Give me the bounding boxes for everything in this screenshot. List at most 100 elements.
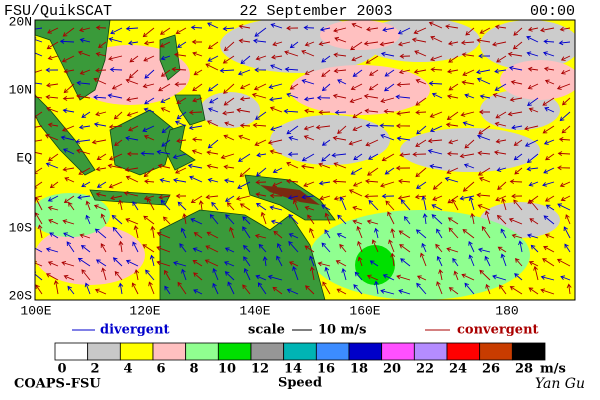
wind-arrow [303, 125, 315, 131]
wind-arrow [380, 97, 395, 104]
wind-arrow [431, 92, 443, 99]
wind-arrow [124, 167, 139, 172]
wind-arrow [436, 228, 443, 239]
wind-arrow [35, 181, 43, 189]
wind-arrow [292, 266, 299, 281]
wind-arrow [380, 51, 395, 57]
wind-arrow [272, 167, 283, 174]
wind-arrow [395, 123, 411, 129]
wind-arrow [177, 201, 187, 211]
wind-arrow [462, 181, 475, 192]
wind-arrow [352, 111, 363, 119]
wind-arrow [366, 219, 379, 225]
wind-arrow [381, 153, 395, 162]
wind-arrow [132, 241, 139, 253]
wind-arrow [429, 111, 443, 118]
wind-arrow [205, 194, 219, 200]
colorbar-swatch [152, 342, 187, 361]
lon-label: 120E [129, 303, 160, 318]
wind-arrow [545, 204, 555, 211]
wind-arrow [289, 41, 299, 49]
wind-arrow [448, 227, 459, 239]
wind-arrow [352, 205, 363, 211]
wind-arrow [497, 181, 507, 191]
wind-arrow [84, 282, 91, 295]
wind-arrow [172, 153, 187, 160]
wind-arrow [188, 125, 203, 131]
wind-arrow [188, 109, 203, 115]
wind-arrow [511, 193, 523, 199]
wind-arrow [400, 199, 411, 211]
wind-arrow [542, 181, 555, 187]
wind-arrow [526, 166, 539, 172]
wind-arrow [415, 229, 427, 239]
wind-arrow [412, 151, 427, 157]
wind-arrow [315, 124, 331, 130]
wind-arrow [396, 110, 411, 116]
wind-arrow [428, 81, 443, 86]
wind-arrow [514, 273, 523, 281]
wind-arrow [35, 271, 43, 281]
map-frame [34, 19, 576, 301]
wind-arrow [77, 50, 91, 57]
wind-arrow [118, 282, 124, 295]
wind-arrow [164, 285, 171, 295]
wind-arrow [66, 241, 75, 253]
wind-arrow [147, 197, 155, 211]
wind-arrow [371, 239, 379, 253]
wind-arrow [561, 97, 571, 106]
wind-arrow [85, 200, 91, 211]
wind-arrow [511, 233, 523, 239]
wind-arrow [560, 195, 571, 202]
wind-arrow [396, 136, 411, 142]
map [35, 20, 575, 300]
wind-arrow [301, 194, 315, 200]
wind-arrow [108, 37, 123, 43]
wind-arrow [352, 125, 363, 132]
wind-arrow [132, 201, 139, 211]
wind-arrow [238, 38, 251, 44]
wind-arrow [156, 149, 171, 155]
wind-arrow [354, 271, 363, 281]
wind-arrow [76, 94, 91, 99]
colorbar-tick-label: 26 [482, 362, 500, 377]
wind-arrow [176, 97, 187, 104]
wind-arrow [336, 233, 347, 239]
wind-arrow [518, 240, 523, 253]
wind-arrow [527, 26, 539, 32]
wind-arrow [150, 225, 156, 239]
wind-arrow [193, 289, 203, 295]
wind-arrow [242, 284, 251, 295]
wind-arrow [209, 213, 219, 225]
wind-arrow [304, 245, 315, 253]
wind-arrow [287, 151, 299, 157]
wind-arrow [337, 125, 347, 134]
wind-arrow [35, 80, 43, 85]
wind-arrow [476, 77, 491, 85]
wind-arrow [365, 55, 379, 64]
wind-arrow [431, 214, 443, 225]
wind-arrow [479, 94, 491, 99]
wind-arrow [492, 274, 507, 281]
wind-arrow [363, 93, 379, 99]
wind-arrow [478, 125, 491, 135]
wind-arrow [353, 153, 363, 161]
wind-arrow [95, 166, 107, 172]
wind-arrow [35, 151, 43, 155]
wind-arrow [427, 138, 443, 144]
wind-arrow [125, 175, 139, 183]
wind-arrow [251, 92, 267, 99]
wind-arrow [496, 167, 507, 172]
wind-arrow [304, 69, 315, 75]
wind-arrow [305, 285, 315, 295]
wind-arrow [227, 281, 235, 295]
wind-arrow [321, 55, 331, 63]
wind-arrow [37, 224, 43, 239]
wind-arrow [85, 214, 91, 225]
wind-arrow [35, 27, 43, 30]
colorbar-swatch [250, 342, 285, 361]
wind-arrow [464, 93, 475, 99]
wind-arrow [463, 163, 475, 169]
wind-arrow [142, 27, 155, 38]
wind-arrow [207, 55, 219, 62]
